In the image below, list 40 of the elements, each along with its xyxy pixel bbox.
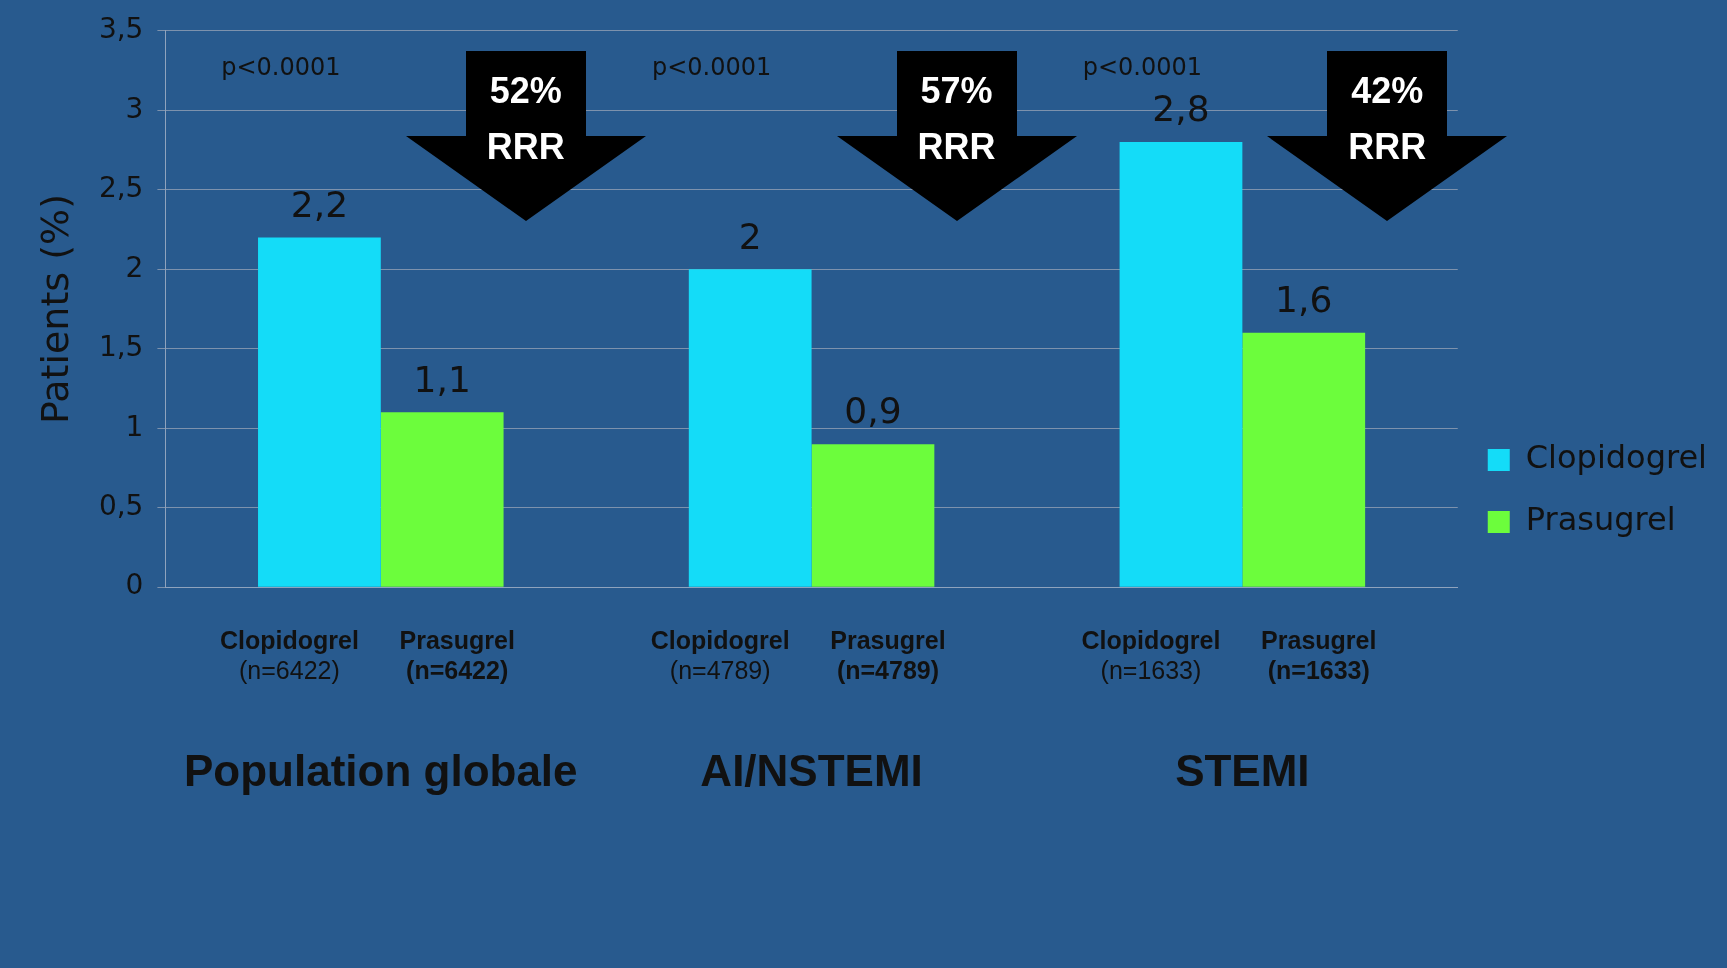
down-arrow-icon: 52% RRR	[405, 50, 646, 221]
annotation: 57% RRR	[916, 68, 997, 169]
annotation: p<0.0001	[1082, 53, 1203, 82]
data-label: 2	[738, 215, 762, 257]
x-tick-label: STEMI	[1175, 745, 1310, 795]
y-tick-label: 3,5	[98, 12, 144, 46]
legend-label: Prasugrel	[1525, 500, 1676, 539]
text: Clopidogrel (n=6422)	[219, 626, 359, 685]
y-axis-title: Patients (%)	[32, 194, 77, 424]
annotation: 52% RRR	[485, 68, 566, 169]
y-tick-label: 1	[125, 409, 144, 443]
x-tick-label: Population globale	[184, 745, 578, 795]
data-label: 1,6	[1275, 279, 1333, 321]
bar	[258, 237, 381, 587]
y-tick-label: 2,5	[98, 171, 144, 205]
y-tick-label: 2	[125, 250, 144, 284]
text: Clopidogrel (n=4789)	[650, 626, 790, 685]
text: Prasugrel (n=1633)	[1261, 626, 1377, 685]
text: Prasugrel (n=4789)	[830, 626, 946, 685]
down-arrow-icon: 57% RRR	[836, 50, 1077, 221]
annotation: 42% RRR	[1347, 68, 1428, 169]
y-tick-label: 0	[125, 568, 144, 602]
annotation: p<0.0001	[651, 53, 772, 82]
text: Clopidogrel (n=1633)	[1081, 626, 1221, 685]
data-label: 2,2	[290, 183, 349, 225]
x-tick-label: AI/NSTEMI	[700, 745, 923, 795]
annotation: p<0.0001	[221, 53, 341, 82]
down-arrow-icon: 42% RRR	[1267, 50, 1508, 221]
y-tick-label: 3	[125, 91, 144, 125]
legend-label: Clopidogrel	[1525, 438, 1707, 477]
data-label: 0,9	[844, 390, 902, 432]
text: Prasugrel (n=6422)	[399, 626, 515, 685]
bar	[688, 269, 812, 587]
bar	[1119, 142, 1243, 587]
bar	[811, 444, 935, 587]
y-tick-label: 1,5	[98, 330, 144, 364]
data-label: 1,1	[413, 358, 471, 400]
y-tick-label: 0,5	[98, 489, 144, 522]
bar	[1242, 332, 1366, 587]
bar	[380, 412, 504, 587]
